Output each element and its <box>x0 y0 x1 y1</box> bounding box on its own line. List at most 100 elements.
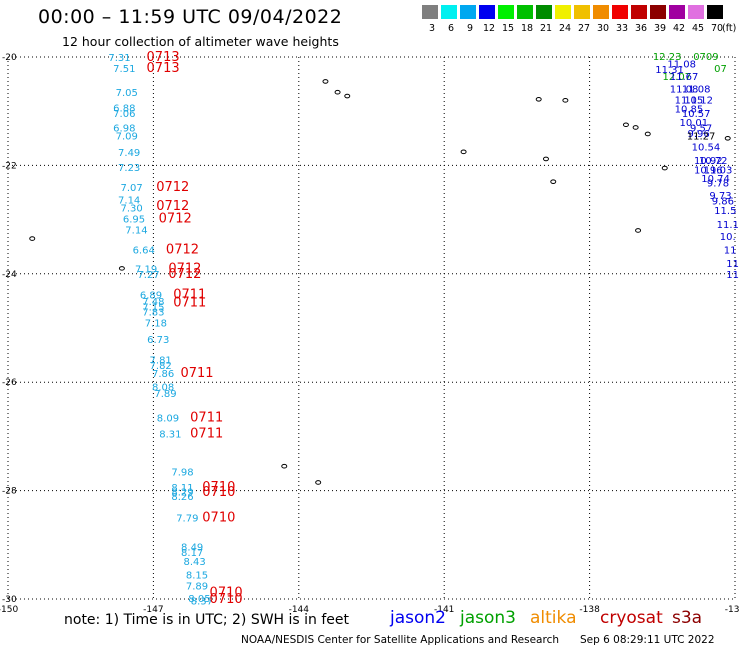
lat-tick-label: -26 <box>2 378 17 388</box>
mission-label: jason3 <box>460 608 516 628</box>
cryosat-time-label: 0711 <box>180 366 213 381</box>
altika-swh-label: 7.48 <box>142 297 164 308</box>
cryosat-time-label: 0710 <box>202 485 235 500</box>
altika-swh-label: 6.95 <box>123 215 145 226</box>
legend-swatch <box>441 5 457 19</box>
legend-bin-label: 45 <box>691 23 705 34</box>
jason3-swh-label: 12.23 <box>653 52 682 63</box>
legend-swatch <box>479 5 495 19</box>
island-outline <box>535 96 542 102</box>
axis-tick-labels: -150 -147 -144 -141 -138 -135 -20 -22 -24 -26 -28 -… <box>0 53 740 615</box>
legend-swatch <box>688 5 704 19</box>
cryosat-time-label: 0710 <box>210 585 243 600</box>
legend-bin-label: 15 <box>501 23 515 34</box>
cryosat-time-label: 0712 <box>168 267 201 282</box>
legend-bin-label: 30 <box>596 23 610 34</box>
altika-swh-label: 7.49 <box>118 148 140 159</box>
altika-swh-label: 7.27 <box>137 270 159 281</box>
cryosat-time-label: 0712 <box>166 242 199 257</box>
legend-swatch <box>593 5 609 19</box>
lat-tick-label: -24 <box>2 270 17 280</box>
legend-swatch <box>422 5 438 19</box>
jason2-swh-label: 11.67 <box>670 72 699 83</box>
legend-bin-label: 9 <box>466 23 474 34</box>
jason2-swh-label: 9.78 <box>707 179 729 190</box>
island-outline <box>29 236 36 241</box>
legend-swatch <box>574 5 590 19</box>
jason2-swh-label: 9.86 <box>712 197 734 208</box>
altika-swh-label: 8.09 <box>157 413 179 424</box>
jason2-swh-label: 10.72 <box>699 156 728 167</box>
jason2-swh-label: 9.73 <box>709 191 731 202</box>
altika-swh-label: 7.79 <box>176 514 198 525</box>
legend-swatch <box>669 5 685 19</box>
legend-bin-label: 3 <box>428 23 436 34</box>
jason2-swh-label: 10.92 <box>694 156 723 167</box>
altika-swh-label: 7.30 <box>120 204 142 215</box>
legend-bin-label: 6 <box>447 23 455 34</box>
altika-swh-label: 7.51 <box>113 64 135 75</box>
island-outline <box>315 480 322 485</box>
legend-unit-label: (ft) <box>722 23 737 34</box>
cryosat-time-label: 0710 <box>202 480 235 495</box>
legend-bin-label: 12 <box>482 23 496 34</box>
altika-swh-label: 7.18 <box>145 319 167 330</box>
altika-swh-label: 7.15 <box>142 302 164 313</box>
lon-tick-label: -147 <box>143 605 163 615</box>
island-outline <box>118 266 125 271</box>
altika-swh-label: 8.11 <box>171 483 193 494</box>
legend-swatch <box>555 5 571 19</box>
altika-swh-label: 8.05 <box>188 594 210 605</box>
altika-swh-label: 6.98 <box>113 123 135 134</box>
island-outline <box>281 463 288 469</box>
altika-swh-label: 6.73 <box>147 335 169 346</box>
island-outline <box>724 136 731 141</box>
altika-swh-label: 7.82 <box>150 361 172 372</box>
island-outlines <box>29 79 731 485</box>
altika-swh-label: 7.83 <box>142 308 164 319</box>
altika-swh-label: 7.07 <box>120 183 142 194</box>
altika-swh-label: 6.89 <box>140 290 162 301</box>
legend-swatch <box>536 5 552 19</box>
jason2-swh-label: 11.08 <box>682 84 711 95</box>
cryosat-time-label: 0711 <box>190 427 223 442</box>
jason2-swh-label: 11.03 <box>704 166 733 177</box>
legend-bin-label: 27 <box>577 23 591 34</box>
island-outline <box>322 79 329 84</box>
cryosat-time-label: 0712 <box>159 212 192 227</box>
jason2-swh-label: 9.96 <box>688 129 710 140</box>
legend-bin-label: 70 <box>710 23 724 34</box>
altika-swh-label: 8.26 <box>171 492 193 503</box>
altika-swh-label: 6.88 <box>113 103 135 114</box>
altika-swh-label: 7.06 <box>113 109 135 120</box>
island-outline <box>562 98 569 103</box>
legend-swatch <box>612 5 628 19</box>
jason3-swh-label: 07 <box>714 64 727 75</box>
lon-tick-label: -135 <box>725 605 740 615</box>
jason3-swh-label: 0709 <box>693 52 718 63</box>
altika-swh-label: 8.31 <box>159 430 181 441</box>
altika-swh-label: 7.14 <box>125 225 147 236</box>
jason2-swh-label: 10.85 <box>675 104 704 115</box>
lat-tick-label: -22 <box>2 161 17 171</box>
island-outline <box>661 165 668 171</box>
altika-swh-label: 7.89 <box>186 581 208 592</box>
altika-swh-label: 6.64 <box>133 245 155 256</box>
island-outline <box>550 179 557 184</box>
cryosat-time-label: 0713 <box>147 50 180 65</box>
jason2-swh-label: 11.1 <box>717 220 739 231</box>
lat-tick-label: -30 <box>2 595 17 605</box>
altika-swh-label: 8.17 <box>181 548 203 559</box>
legend-bin-label: 21 <box>539 23 553 34</box>
altika-swh-label: 8.29 <box>171 488 193 499</box>
legend-bin-label: 39 <box>653 23 667 34</box>
cryosat-time-label: 0710 <box>210 592 243 607</box>
cryosat-time-label: 0713 <box>147 61 180 76</box>
altika-swh-label: 7.81 <box>150 355 172 366</box>
legend-swatch <box>631 5 647 19</box>
cryosat-time-label: 0711 <box>173 296 206 311</box>
island-outline <box>344 93 351 99</box>
jason2-swh-label: 10.57 <box>682 109 711 120</box>
legend-bin-label: 24 <box>558 23 572 34</box>
island-outline <box>622 122 629 128</box>
